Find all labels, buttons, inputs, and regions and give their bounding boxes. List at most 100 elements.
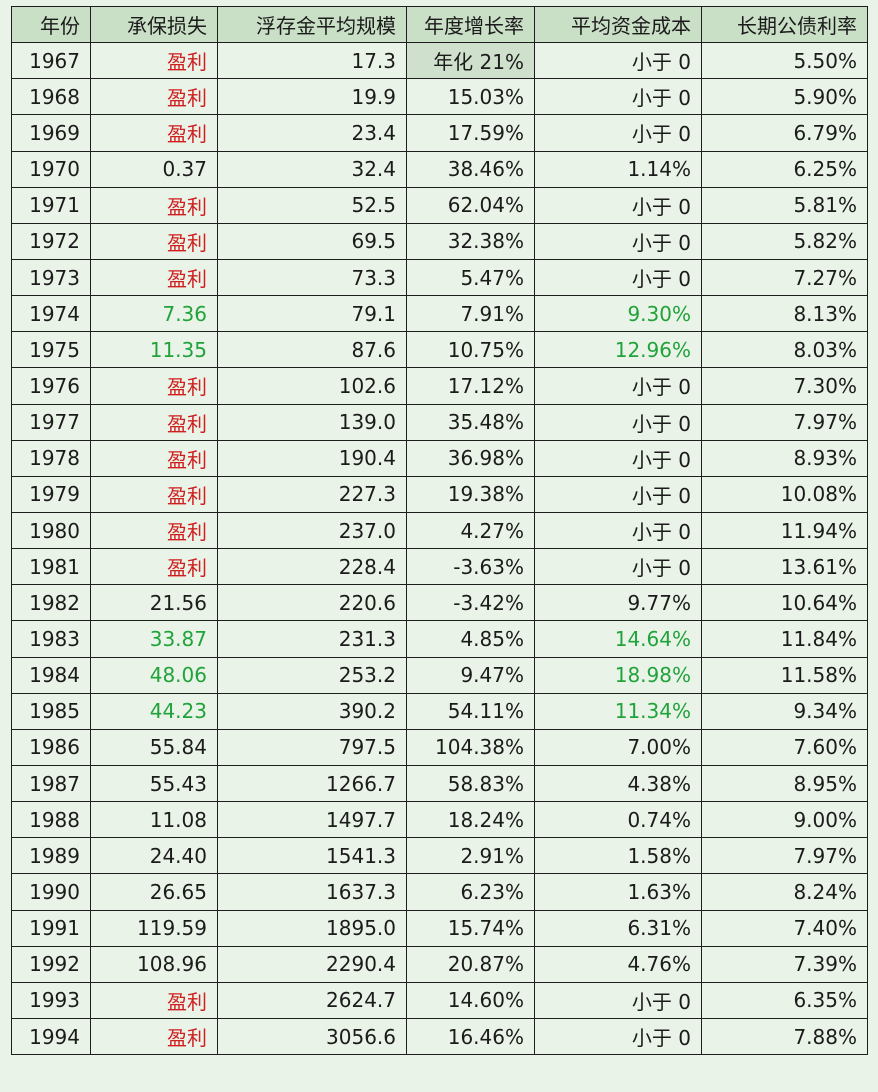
cell-underwriting-loss: 55.43 xyxy=(90,764,218,803)
cell-average-float: 73.3 xyxy=(217,258,407,297)
cell-underwriting-loss: 盈利 xyxy=(90,114,218,152)
cell-underwriting-loss: 44.23 xyxy=(90,692,218,730)
cell-year: 1973 xyxy=(11,258,91,297)
table-row: 1992 108.96 2290.4 20.87% 4.76% 7.39% xyxy=(11,945,868,983)
cell-average-cost-of-funds: 小于 0 xyxy=(534,114,702,152)
cell-annual-growth: 6.23% xyxy=(406,873,535,911)
table-row: 1975 11.35 87.6 10.75% 12.96% 8.03% xyxy=(11,331,868,369)
table-container: 年份 承保损失 浮存金平均规模 年度增长率 平均资金成本 长期公债利率 1967… xyxy=(11,5,868,1056)
cell-long-term-bond-rate: 7.88% xyxy=(701,1017,868,1056)
table-row: 1989 24.40 1541.3 2.91% 1.58% 7.97% xyxy=(11,837,868,875)
cell-average-float: 220.6 xyxy=(217,584,407,622)
table-header: 年份 承保损失 浮存金平均规模 年度增长率 平均资金成本 长期公债利率 xyxy=(11,5,868,44)
cell-long-term-bond-rate: 7.97% xyxy=(701,837,868,875)
cell-long-term-bond-rate: 5.50% xyxy=(701,42,868,80)
cell-long-term-bond-rate: 8.24% xyxy=(701,873,868,911)
table-row: 1990 26.65 1637.3 6.23% 1.63% 8.24% xyxy=(11,873,868,911)
table-row: 1976 盈利 102.6 17.12% 小于 0 7.30% xyxy=(11,367,868,405)
cell-annual-growth: -3.42% xyxy=(406,584,535,622)
cell-year: 1982 xyxy=(11,584,91,622)
table-row: 1988 11.08 1497.7 18.24% 0.74% 9.00% xyxy=(11,801,868,839)
cell-underwriting-loss: 盈利 xyxy=(90,439,218,477)
table-row: 1980 盈利 237.0 4.27% 小于 0 11.94% xyxy=(11,511,868,550)
cell-long-term-bond-rate: 7.97% xyxy=(701,403,868,441)
table-row: 1993 盈利 2624.7 14.60% 小于 0 6.35% xyxy=(11,981,868,1019)
cell-underwriting-loss: 盈利 xyxy=(90,186,218,224)
cell-annual-growth: 7.91% xyxy=(406,295,535,333)
cell-underwriting-loss: 11.08 xyxy=(90,801,218,839)
cell-average-float: 228.4 xyxy=(217,548,407,586)
cell-annual-growth: 15.74% xyxy=(406,909,535,947)
cell-year: 1993 xyxy=(11,981,91,1019)
cell-long-term-bond-rate: 7.27% xyxy=(701,258,868,297)
cell-average-cost-of-funds: 小于 0 xyxy=(534,258,702,297)
table-row: 1984 48.06 253.2 9.47% 18.98% 11.58% xyxy=(11,656,868,694)
cell-underwriting-loss: 盈利 xyxy=(90,475,218,513)
cell-average-cost-of-funds: 小于 0 xyxy=(534,1017,702,1056)
header-average-float: 浮存金平均规模 xyxy=(217,5,407,44)
cell-average-float: 87.6 xyxy=(217,331,407,369)
cell-underwriting-loss: 48.06 xyxy=(90,656,218,694)
header-underwriting-loss: 承保损失 xyxy=(90,5,218,44)
cell-underwriting-loss: 盈利 xyxy=(90,222,218,260)
cell-average-cost-of-funds: 6.31% xyxy=(534,909,702,947)
cell-annual-growth: 17.12% xyxy=(406,367,535,405)
cell-average-cost-of-funds: 小于 0 xyxy=(534,548,702,586)
cell-annual-growth: 104.38% xyxy=(406,728,535,766)
cell-long-term-bond-rate: 7.30% xyxy=(701,367,868,405)
cell-long-term-bond-rate: 7.40% xyxy=(701,909,868,947)
cell-long-term-bond-rate: 13.61% xyxy=(701,548,868,586)
cell-average-cost-of-funds: 12.96% xyxy=(534,331,702,369)
cell-average-cost-of-funds: 小于 0 xyxy=(534,981,702,1019)
table-row: 1987 55.43 1266.7 58.83% 4.38% 8.95% xyxy=(11,764,868,803)
cell-year: 1976 xyxy=(11,367,91,405)
cell-long-term-bond-rate: 7.60% xyxy=(701,728,868,766)
table-row: 1986 55.84 797.5 104.38% 7.00% 7.60% xyxy=(11,728,868,766)
table-row: 1977 盈利 139.0 35.48% 小于 0 7.97% xyxy=(11,403,868,441)
cell-average-float: 19.9 xyxy=(217,78,407,116)
cell-underwriting-loss: 0.37 xyxy=(90,150,218,188)
table-row: 1983 33.87 231.3 4.85% 14.64% 11.84% xyxy=(11,620,868,658)
cell-annual-growth: 5.47% xyxy=(406,258,535,297)
cell-long-term-bond-rate: 5.90% xyxy=(701,78,868,116)
cell-year: 1967 xyxy=(11,42,91,80)
cell-long-term-bond-rate: 7.39% xyxy=(701,945,868,983)
cell-average-cost-of-funds: 1.58% xyxy=(534,837,702,875)
header-long-term-bond-rate: 长期公债利率 xyxy=(701,5,868,44)
cell-annual-growth: 19.38% xyxy=(406,475,535,513)
table-row: 1982 21.56 220.6 -3.42% 9.77% 10.64% xyxy=(11,584,868,622)
cell-long-term-bond-rate: 8.93% xyxy=(701,439,868,477)
cell-annual-growth: 9.47% xyxy=(406,656,535,694)
cell-average-cost-of-funds: 小于 0 xyxy=(534,42,702,80)
header-year: 年份 xyxy=(11,5,91,44)
cell-average-cost-of-funds: 小于 0 xyxy=(534,222,702,260)
cell-year: 1983 xyxy=(11,620,91,658)
cell-average-float: 797.5 xyxy=(217,728,407,766)
cell-long-term-bond-rate: 9.34% xyxy=(701,692,868,730)
cell-underwriting-loss: 21.56 xyxy=(90,584,218,622)
cell-year: 1984 xyxy=(11,656,91,694)
cell-year: 1975 xyxy=(11,331,91,369)
cell-underwriting-loss: 119.59 xyxy=(90,909,218,947)
cell-underwriting-loss: 24.40 xyxy=(90,837,218,875)
cell-underwriting-loss: 盈利 xyxy=(90,258,218,297)
table-row: 1968 盈利 19.9 15.03% 小于 0 5.90% xyxy=(11,78,868,116)
cell-underwriting-loss: 108.96 xyxy=(90,945,218,983)
cell-long-term-bond-rate: 5.81% xyxy=(701,186,868,224)
cell-annual-growth: 54.11% xyxy=(406,692,535,730)
cell-average-float: 3056.6 xyxy=(217,1017,407,1056)
cell-year: 1981 xyxy=(11,548,91,586)
cell-average-float: 1497.7 xyxy=(217,801,407,839)
cell-average-cost-of-funds: 7.00% xyxy=(534,728,702,766)
cell-annual-growth: 年化 21% xyxy=(406,42,535,80)
table-row: 1967 盈利 17.3 年化 21% 小于 0 5.50% xyxy=(11,42,868,80)
cell-year: 1991 xyxy=(11,909,91,947)
cell-year: 1985 xyxy=(11,692,91,730)
cell-year: 1970 xyxy=(11,150,91,188)
cell-year: 1989 xyxy=(11,837,91,875)
cell-average-cost-of-funds: 1.63% xyxy=(534,873,702,911)
cell-underwriting-loss: 盈利 xyxy=(90,403,218,441)
table-row: 1994 盈利 3056.6 16.46% 小于 0 7.88% xyxy=(11,1017,868,1056)
cell-annual-growth: 14.60% xyxy=(406,981,535,1019)
table-body: 1967 盈利 17.3 年化 21% 小于 0 5.50% 1968 盈利 19.9 15.03… xyxy=(11,42,868,1056)
